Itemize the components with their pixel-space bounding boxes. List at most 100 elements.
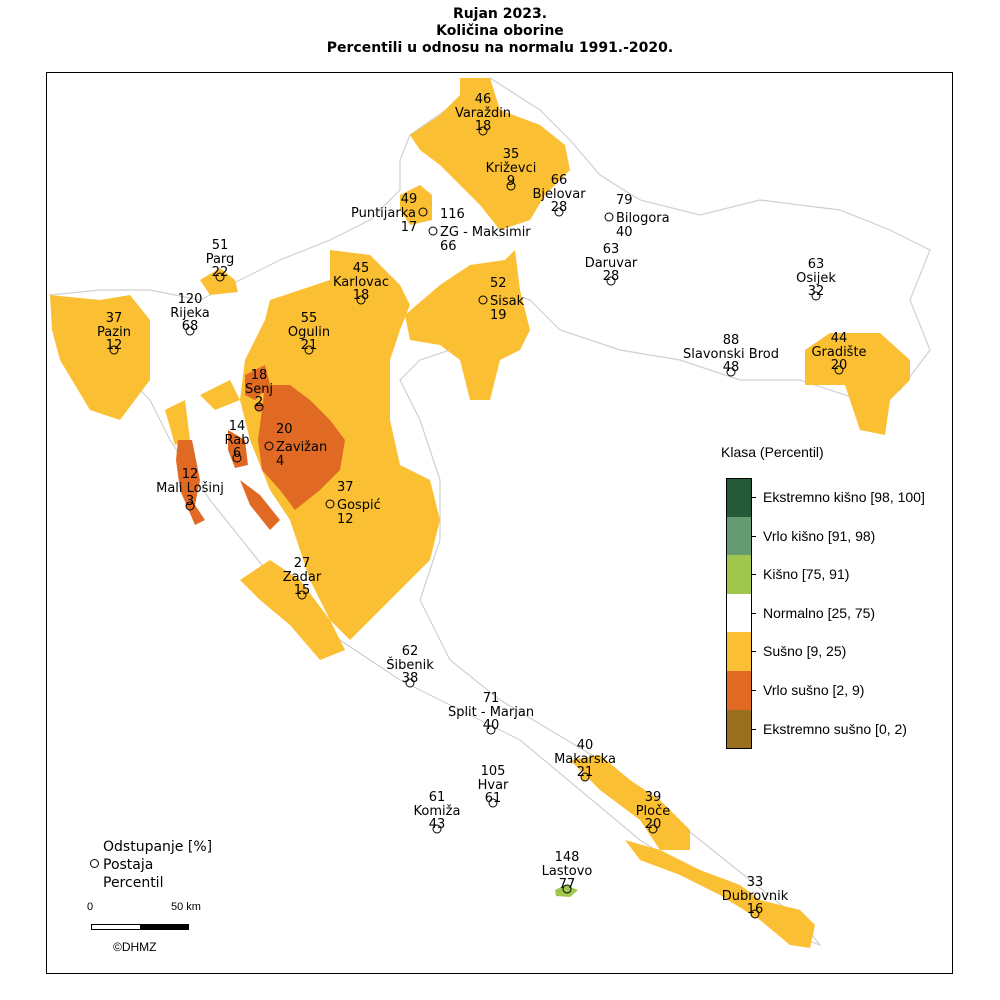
station-percentile: 18 [475,119,492,134]
legend-label: Kišno [75, 91) [763,566,850,583]
legend-item: Vrlo sušno [2, 9) [726,671,986,710]
legend-title: Klasa (Percentil) [721,444,824,460]
station-name: Slavonski Brod [683,347,779,362]
station-deviation: 148 [555,850,580,865]
station-deviation: 49 [401,192,418,207]
station-deviation: 20 [276,422,293,437]
legend-label: Normalno [25, 75) [763,604,876,621]
map-frame [46,72,953,974]
station-marker-icon [506,181,516,191]
station-marker-icon [834,365,844,375]
station-marker-icon [562,884,572,894]
station-percentile: 19 [490,308,507,323]
legend-swatch [726,593,752,633]
legend-swatch [726,516,752,556]
station-percentile: 77 [559,877,576,892]
station-name: Lastovo [542,864,593,879]
station-percentile: 15 [294,583,311,598]
station-marker-icon [232,453,242,463]
station-deviation: 79 [616,193,633,208]
very-dry-area-losinj [176,440,205,525]
station-percentile: 2 [255,395,263,410]
station-marker-icon [428,226,438,236]
station-marker-icon [486,725,496,735]
station-deviation: 37 [337,480,354,495]
station-name: Bjelovar [532,187,586,202]
station-percentile: 28 [551,200,568,215]
station-deviation: 46 [475,92,492,107]
key-percentile-label: Percentil [103,875,164,891]
legend-label: Ekstremno sušno [0, 2) [763,720,907,737]
legend-label: Vrlo sušno [2, 9) [763,682,865,698]
dry-area-sisak [405,250,530,400]
legend-tick [752,728,756,730]
station-percentile: 61 [485,791,502,806]
station-deviation: 66 [551,173,568,188]
station-marker-icon [418,207,428,217]
station-percentile: 40 [483,718,500,733]
station-deviation: 120 [178,292,203,307]
legend-tick [752,690,756,691]
very-dry-area-velebit [258,385,345,510]
station-marker-icon [648,824,658,834]
station-percentile: 9 [507,174,515,189]
station-name: Komiža [414,804,461,819]
station-deviation: 61 [429,790,446,805]
station-marker-icon [356,295,366,305]
station-name: Zadar [283,570,322,585]
station-percentile: 17 [401,220,418,235]
dry-area-islands-north [165,380,240,445]
station-name: Pazin [97,325,131,340]
legend-label: Ekstremno kišno [98, 100] [763,489,925,505]
station-name: Ploče [636,804,671,819]
station-name: Parg [206,252,235,267]
station-percentile: 6 [233,446,241,461]
dry-area-makarska [570,755,690,850]
station-deviation: 63 [808,257,825,272]
station-percentile: 28 [603,269,620,284]
station-percentile: 4 [276,454,284,469]
station-name: Varaždin [455,106,511,121]
station-deviation: 116 [440,207,465,222]
legend-item: Normalno [25, 75) [726,593,986,633]
station-marker-icon [554,207,564,217]
station-deviation: 37 [106,311,123,326]
very-dry-areas [176,365,345,530]
station-marker-icon [185,326,195,336]
station-marker-icon [478,126,488,136]
station-name: Rab [225,433,250,448]
station-deviation: 105 [481,764,506,779]
station-marker-icon [750,909,760,919]
copyright: ©DHMZ [113,940,157,954]
station-marker-icon [325,499,335,509]
station-name: Gradište [811,345,866,360]
station-name: Makarska [554,752,616,767]
station-marker-icon [432,824,442,834]
legend-tick [752,651,756,653]
very-dry-area-islands [240,480,280,530]
station-deviation: 51 [212,238,229,253]
station-deviation: 33 [747,875,764,890]
dry-area-istria [50,295,150,420]
station-name: Bilogora [616,211,670,226]
station-deviation: 63 [603,242,620,257]
station-name: Rijeka [170,306,210,321]
